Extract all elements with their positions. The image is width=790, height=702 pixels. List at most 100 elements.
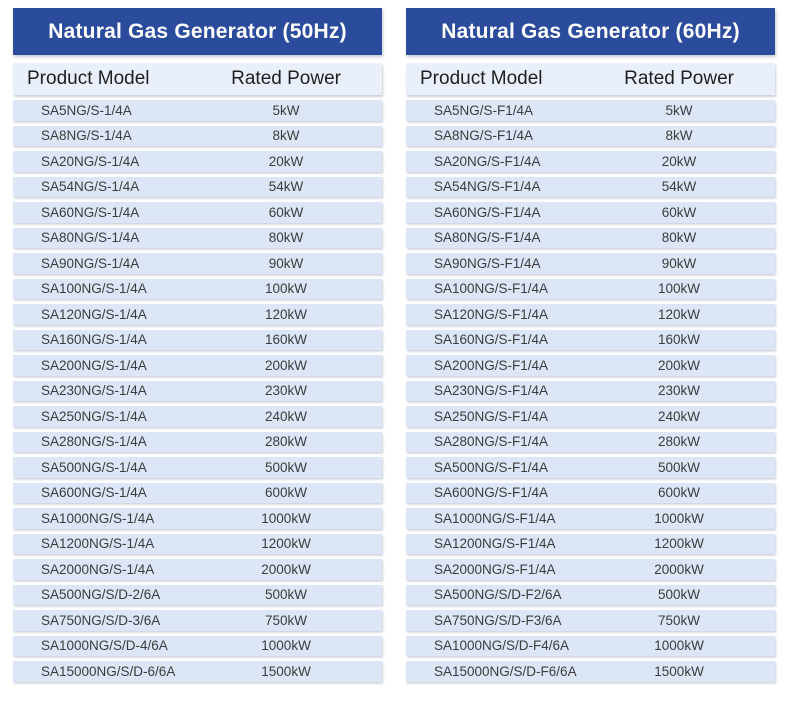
product-model-cell: SA80NG/S-1/4A — [41, 230, 140, 246]
table-body-60hz: SA5NG/S-F1/4A 5kW SA8NG/S-F1/4A 8kW SA20NG/S… — [406, 100, 775, 682]
rated-power-cell: 2000kW — [654, 561, 704, 577]
rated-power-cell: 1000kW — [654, 510, 704, 526]
table-row: SA1200NG/S-1/4A 1200kW — [13, 533, 382, 554]
rated-power-cell: 120kW — [658, 306, 701, 322]
column-header-product-model: Product Model — [27, 68, 150, 89]
table-row: SA230NG/S-F1/4A 230kW — [406, 380, 775, 401]
rated-power-cell: 160kW — [658, 332, 701, 348]
rated-power-cell: 20kW — [661, 153, 697, 169]
rated-power-cell: 200kW — [658, 357, 701, 373]
rated-power-cell: 750kW — [658, 612, 701, 628]
rated-power-cell: 90kW — [268, 255, 304, 271]
table-row: SA80NG/S-F1/4A 80kW — [406, 227, 775, 248]
table-row: SA1200NG/S-F1/4A 1200kW — [406, 533, 775, 554]
table-row: SA90NG/S-1/4A 90kW — [13, 253, 382, 274]
product-model-cell: SA100NG/S-1/4A — [41, 281, 147, 297]
product-model-cell: SA8NG/S-1/4A — [41, 128, 132, 144]
table-row: SA1000NG/S/D-F4/6A 1000kW — [406, 635, 775, 656]
table-row: SA500NG/S-F1/4A 500kW — [406, 457, 775, 478]
product-model-cell: SA15000NG/S/D-6/6A — [41, 663, 176, 679]
table-row: SA2000NG/S-F1/4A 2000kW — [406, 559, 775, 580]
table-row: SA54NG/S-1/4A 54kW — [13, 176, 382, 197]
product-model-cell: SA2000NG/S-1/4A — [41, 561, 155, 577]
table-row: SA80NG/S-1/4A 80kW — [13, 227, 382, 248]
product-model-cell: SA54NG/S-F1/4A — [434, 179, 541, 195]
product-model-cell: SA1000NG/S/D-F4/6A — [434, 638, 570, 654]
table-row: SA280NG/S-F1/4A 280kW — [406, 431, 775, 452]
product-model-cell: SA90NG/S-1/4A — [41, 255, 140, 271]
table-row: SA20NG/S-1/4A 20kW — [13, 151, 382, 172]
table-body-50hz: SA5NG/S-1/4A 5kW SA8NG/S-1/4A 8kW SA20NG/S-1… — [13, 100, 382, 682]
table-row: SA2000NG/S-1/4A 2000kW — [13, 559, 382, 580]
rated-power-cell: 90kW — [661, 255, 697, 271]
table-row: SA160NG/S-1/4A 160kW — [13, 329, 382, 350]
table-60hz: Natural Gas Generator (60Hz) Product Mod… — [406, 8, 775, 682]
rated-power-cell: 5kW — [272, 102, 300, 118]
rated-power-cell: 1000kW — [654, 638, 704, 654]
rated-power-cell: 20kW — [268, 153, 304, 169]
rated-power-cell: 200kW — [265, 357, 308, 373]
column-header-product-model: Product Model — [420, 68, 543, 89]
table-row: SA280NG/S-1/4A 280kW — [13, 431, 382, 452]
product-model-cell: SA200NG/S-F1/4A — [434, 357, 549, 373]
rated-power-cell: 750kW — [265, 612, 308, 628]
rated-power-cell: 100kW — [265, 281, 308, 297]
product-model-cell: SA160NG/S-1/4A — [41, 332, 147, 348]
product-model-cell: SA250NG/S-1/4A — [41, 408, 147, 424]
rated-power-cell: 80kW — [661, 230, 697, 246]
table-row: SA90NG/S-F1/4A 90kW — [406, 253, 775, 274]
rated-power-cell: 160kW — [265, 332, 308, 348]
rated-power-cell: 1500kW — [654, 663, 704, 679]
table-row: SA120NG/S-F1/4A 120kW — [406, 304, 775, 325]
table-row: SA20NG/S-F1/4A 20kW — [406, 151, 775, 172]
product-model-cell: SA1000NG/S-1/4A — [41, 510, 155, 526]
product-model-cell: SA200NG/S-1/4A — [41, 357, 147, 373]
table-row: SA5NG/S-F1/4A 5kW — [406, 100, 775, 121]
table-row: SA230NG/S-1/4A 230kW — [13, 380, 382, 401]
table-row: SA500NG/S/D-2/6A 500kW — [13, 584, 382, 605]
table-row: SA200NG/S-1/4A 200kW — [13, 355, 382, 376]
table-row: SA54NG/S-F1/4A 54kW — [406, 176, 775, 197]
table-row: SA160NG/S-F1/4A 160kW — [406, 329, 775, 350]
column-header-rated-power: Rated Power — [624, 68, 734, 89]
table-row: SA60NG/S-1/4A 60kW — [13, 202, 382, 223]
column-header-row: Product Model Rated Power — [13, 63, 382, 95]
table-row: SA250NG/S-1/4A 240kW — [13, 406, 382, 427]
table-row: SA8NG/S-F1/4A 8kW — [406, 125, 775, 146]
table-row: SA750NG/S/D-F3/6A 750kW — [406, 610, 775, 631]
rated-power-cell: 600kW — [658, 485, 701, 501]
rated-power-cell: 120kW — [265, 306, 308, 322]
rated-power-cell: 280kW — [265, 434, 308, 450]
rated-power-cell: 230kW — [265, 383, 308, 399]
product-model-cell: SA5NG/S-1/4A — [41, 102, 132, 118]
product-model-cell: SA80NG/S-F1/4A — [434, 230, 541, 246]
product-model-cell: SA60NG/S-1/4A — [41, 204, 140, 220]
table-row: SA500NG/S-1/4A 500kW — [13, 457, 382, 478]
rated-power-cell: 80kW — [268, 230, 304, 246]
rated-power-cell: 5kW — [665, 102, 693, 118]
rated-power-cell: 500kW — [658, 459, 701, 475]
rated-power-cell: 1000kW — [261, 638, 311, 654]
table-50hz: Natural Gas Generator (50Hz) Product Mod… — [13, 8, 382, 682]
rated-power-cell: 240kW — [658, 408, 701, 424]
product-model-cell: SA250NG/S-F1/4A — [434, 408, 549, 424]
rated-power-cell: 54kW — [268, 179, 304, 195]
rated-power-cell: 54kW — [661, 179, 697, 195]
rated-power-cell: 60kW — [661, 204, 697, 220]
rated-power-cell: 1500kW — [261, 663, 311, 679]
rated-power-cell: 1200kW — [654, 536, 704, 552]
product-model-cell: SA600NG/S-F1/4A — [434, 485, 549, 501]
product-model-cell: SA100NG/S-F1/4A — [434, 281, 549, 297]
rated-power-cell: 60kW — [268, 204, 304, 220]
table-row: SA500NG/S/D-F2/6A 500kW — [406, 584, 775, 605]
table-row: SA600NG/S-F1/4A 600kW — [406, 482, 775, 503]
product-model-cell: SA60NG/S-F1/4A — [434, 204, 541, 220]
product-model-cell: SA280NG/S-1/4A — [41, 434, 147, 450]
rated-power-cell: 100kW — [658, 281, 701, 297]
product-model-cell: SA5NG/S-F1/4A — [434, 102, 534, 118]
rated-power-cell: 600kW — [265, 485, 308, 501]
rated-power-cell: 280kW — [658, 434, 701, 450]
table-row: SA1000NG/S/D-4/6A 1000kW — [13, 635, 382, 656]
product-model-cell: SA20NG/S-F1/4A — [434, 153, 541, 169]
table-title-60hz: Natural Gas Generator (60Hz) — [406, 8, 775, 55]
